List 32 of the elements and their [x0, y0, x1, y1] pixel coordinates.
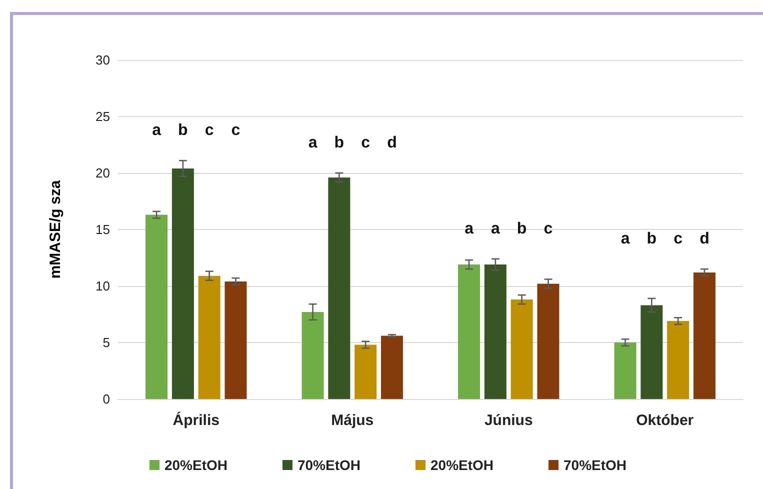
annotation: c: [231, 122, 240, 140]
annotation: a: [620, 230, 630, 248]
annotation: b: [334, 134, 344, 152]
annotation: c: [674, 230, 683, 248]
annotation: a: [464, 220, 474, 238]
annotation: a: [152, 122, 162, 140]
legend-label: 70%EtOH: [564, 457, 627, 473]
annotation: d: [387, 134, 397, 152]
x-tick-label: Május: [331, 412, 374, 429]
y-tick-label: 5: [102, 335, 110, 350]
annotation: b: [646, 230, 657, 248]
annotation: a: [308, 134, 318, 152]
y-tick-label: 30: [96, 52, 110, 68]
y-tick-label: 20: [96, 166, 110, 180]
legend-label: 20%EtOH: [164, 457, 228, 473]
annotation: b: [516, 220, 527, 238]
y-tick-label: 15: [96, 222, 110, 237]
y-axis-title: mMASE/g sza: [47, 180, 64, 279]
annotation: c: [204, 122, 214, 140]
annotation: a: [490, 220, 500, 238]
y-tick-label: 0: [102, 392, 110, 406]
x-tick-label: Június: [484, 412, 533, 429]
x-tick-label: Október: [636, 412, 694, 429]
y-tick-label: 10: [96, 278, 110, 294]
annotation: c: [544, 220, 553, 238]
annotation: d: [700, 230, 710, 248]
legend-label: 70%EtOH: [297, 457, 361, 473]
x-tick-label: Április: [172, 411, 220, 429]
y-tick-label: 25: [96, 109, 110, 124]
annotation: c: [361, 134, 370, 152]
legend-label: 20%EtOH: [430, 457, 494, 473]
annotation: b: [178, 122, 188, 140]
